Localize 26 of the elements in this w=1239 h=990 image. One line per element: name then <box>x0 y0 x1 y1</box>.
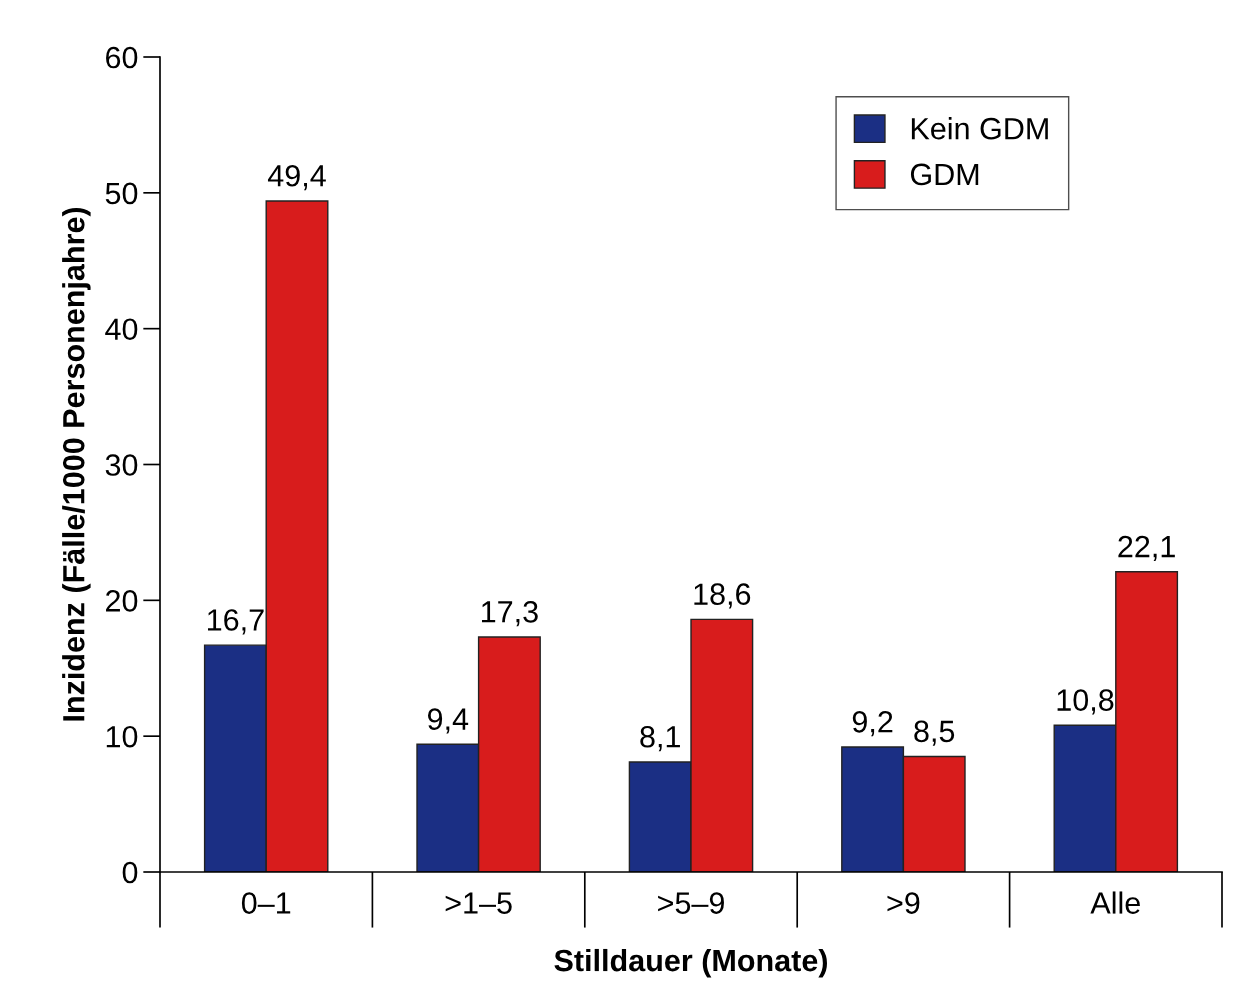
data-label: 22,1 <box>1118 535 1175 562</box>
x-axis-title: Stilldauer (Monate) <box>554 948 827 978</box>
y-tick-label: 10 <box>106 725 138 748</box>
data-label: 17,3 <box>482 601 538 627</box>
y-tick-label: 50 <box>105 182 138 205</box>
y-tick-label: 0 <box>122 861 138 884</box>
x-tick-label: >5–9 <box>658 892 724 914</box>
data-label: 10,8 <box>1057 689 1114 715</box>
y-tick-label: 40 <box>105 318 138 341</box>
legend-label: Kein GDM <box>911 117 1048 140</box>
data-label: 49,4 <box>267 164 326 191</box>
data-label: 16,7 <box>208 609 264 635</box>
data-label: 9,4 <box>428 708 469 734</box>
data-label: 18,6 <box>694 583 751 609</box>
y-tick-label: 20 <box>106 590 138 612</box>
x-tick-label: >9 <box>887 892 920 914</box>
y-axis-title: Inzidenz (Fälle/1000 Personenjahre) <box>62 207 91 721</box>
x-tick-label: 0–1 <box>241 892 291 914</box>
y-tick-label: 60 <box>106 46 138 69</box>
data-label: 8,1 <box>640 725 680 752</box>
x-tick-label: Alle <box>1090 891 1140 914</box>
y-tick-label: 30 <box>105 454 138 476</box>
data-label: 9,2 <box>852 711 893 737</box>
data-label: 8,5 <box>914 720 955 746</box>
x-tick-label: >1–5 <box>445 892 512 914</box>
legend-label: GDM <box>910 163 979 186</box>
